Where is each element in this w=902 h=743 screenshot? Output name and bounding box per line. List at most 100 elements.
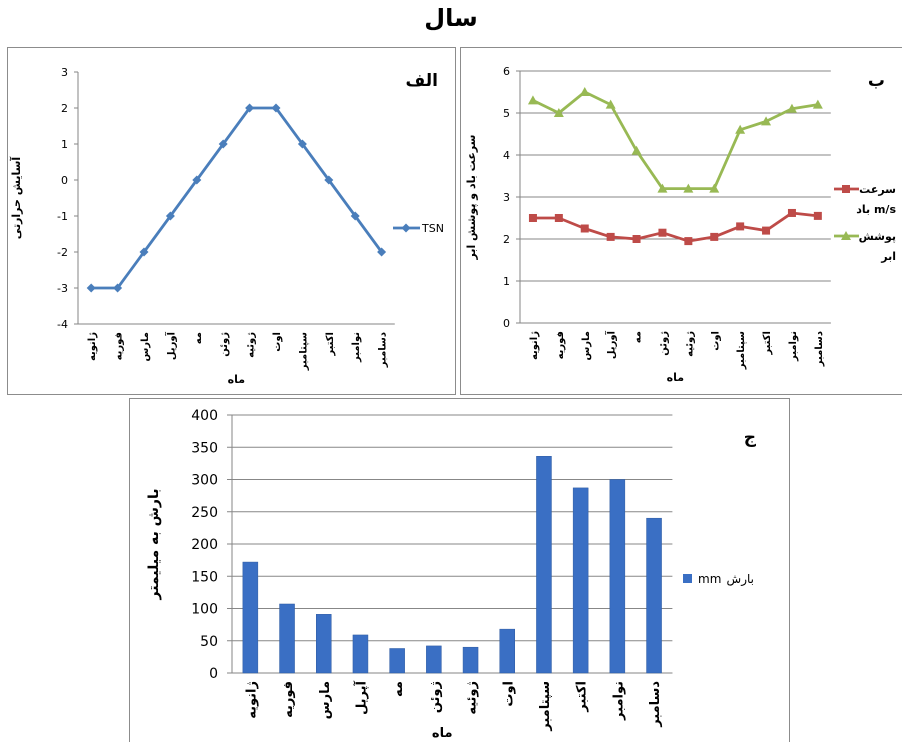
data-point	[658, 228, 667, 237]
y-tick-label: 3	[503, 191, 510, 204]
data-point	[324, 175, 334, 185]
legend-tsn: TSN	[393, 222, 444, 235]
bar	[242, 561, 259, 674]
y-tick-label: -4	[57, 318, 68, 331]
y-tick-label: 50	[200, 634, 218, 650]
y-axis-title: آسایش حرارتی	[9, 157, 23, 240]
x-tick-label: ژوئیه	[246, 332, 257, 358]
y-tick-label: 400	[191, 408, 218, 424]
data-point	[736, 222, 745, 231]
bar	[536, 456, 552, 674]
x-tick-label: دسامبر	[814, 331, 825, 367]
x-tick-label: اکتبر	[325, 332, 336, 357]
x-tick-label: ژوئن	[219, 332, 230, 357]
y-axis-title: بارش به میلیمتر	[146, 488, 162, 600]
y-tick-label: 5	[503, 107, 510, 120]
series-markers	[86, 103, 387, 293]
legend-label: TSN	[421, 222, 444, 235]
y-tick-label: 2	[503, 233, 510, 246]
data-point	[762, 226, 771, 235]
data-point	[735, 124, 746, 134]
x-tick-label: فوریه	[114, 332, 125, 360]
x-tick-label: فوریه	[281, 681, 296, 718]
x-tick-label: ژانویه	[244, 681, 259, 719]
data-point	[527, 95, 538, 105]
bar	[462, 646, 479, 674]
y-tick-label: 300	[191, 473, 218, 489]
data-point	[245, 103, 255, 113]
y-tick-label: 0	[61, 174, 68, 187]
y-tick-label: 6	[503, 65, 510, 78]
x-tick-label: اکتبر	[575, 681, 590, 713]
x-axis-title: ماه	[432, 726, 453, 741]
legend-label: پوشش	[859, 230, 896, 243]
data-point	[139, 247, 149, 257]
data-point	[377, 247, 387, 257]
y-tick-label: 150	[191, 569, 218, 585]
data-point	[86, 283, 96, 293]
bar	[389, 648, 405, 674]
x-tick-label: دسامبر	[648, 681, 663, 728]
panel-label: ب	[868, 71, 885, 91]
data-point	[657, 183, 668, 193]
y-tick-label: -3	[57, 282, 68, 295]
x-tick-label: سپتامبر	[736, 331, 747, 370]
data-point	[528, 214, 537, 222]
x-tick-label: نوامبر	[351, 332, 362, 363]
x-tick-label: مه	[633, 331, 644, 343]
bar	[499, 628, 515, 674]
legend-label: بارش	[727, 572, 754, 587]
data-point	[787, 208, 796, 217]
data-point	[683, 183, 694, 193]
data-point	[786, 103, 797, 113]
data-point	[813, 211, 822, 220]
data-point	[554, 214, 563, 222]
x-tick-label: فوریه	[555, 331, 566, 359]
x-tick-label: ژوئن	[428, 681, 443, 713]
chart-panel-thermal-comfort: 3 2 1 0 -1 -2 -3 -4 ژانویه فوریه مارس آوریل مه ژوئن ژو…	[7, 47, 456, 395]
y-tick-label: 100	[191, 602, 218, 618]
bar	[426, 645, 442, 674]
panel-label: ج	[744, 428, 757, 448]
x-tick-label: سپتامبر	[298, 332, 309, 371]
x-tick-label: مارس	[318, 681, 333, 719]
data-point	[606, 232, 615, 241]
legend-unit: mm	[698, 572, 721, 586]
data-point	[192, 175, 202, 185]
chart-panel-precipitation: 0 50 100 150 200 250 300 350 400 ژانویه فوریه مارس آ…	[129, 398, 790, 742]
bar	[279, 603, 295, 674]
data-point	[632, 235, 641, 243]
x-tick-label: ژوئن	[658, 331, 669, 356]
data-point	[605, 99, 616, 109]
x-tick-label: اوت	[501, 681, 516, 707]
x-tick-label: دسامبر	[378, 332, 389, 368]
y-tick-label: 250	[191, 505, 218, 521]
y-tick-label: 1	[503, 275, 510, 288]
series-markers	[527, 87, 823, 193]
data-point	[113, 283, 123, 293]
data-point	[579, 87, 590, 96]
legend-label: باد m/s	[856, 203, 896, 216]
y-tick-label: 350	[191, 440, 218, 456]
y-tick-label: 200	[191, 537, 218, 553]
y-tick-label: 2	[61, 102, 68, 115]
legend-marker	[841, 231, 851, 240]
bar	[352, 634, 369, 674]
x-tick-label: مه	[193, 332, 204, 344]
series-markers	[528, 208, 822, 246]
x-tick-label: مه	[391, 681, 406, 697]
thermal-comfort-chart: 3 2 1 0 -1 -2 -3 -4 ژانویه فوریه مارس آوریل مه ژوئن ژو…	[9, 66, 444, 386]
y-tick-label: 0	[503, 317, 510, 330]
x-tick-label: آوریل	[164, 331, 177, 360]
x-tick-label: اوت	[272, 332, 283, 352]
y-tick-label: -1	[57, 210, 68, 223]
data-point	[271, 103, 281, 113]
y-tick-label: 4	[503, 149, 510, 162]
chart-panel-wind-cloud: 0 1 2 3 4 5 6 ژانویه فوریه مارس آوریل مه ژوئن ژوئیه او…	[460, 47, 902, 395]
data-point	[297, 139, 307, 149]
wind-cloud-chart: 0 1 2 3 4 5 6 ژانویه فوریه مارس آوریل مه ژوئن ژوئیه او…	[465, 65, 896, 384]
x-tick-label: ژانویه	[87, 332, 98, 361]
bar	[572, 487, 589, 674]
x-tick-label: اکتبر	[762, 331, 773, 356]
y-tick-label: -2	[57, 246, 68, 259]
